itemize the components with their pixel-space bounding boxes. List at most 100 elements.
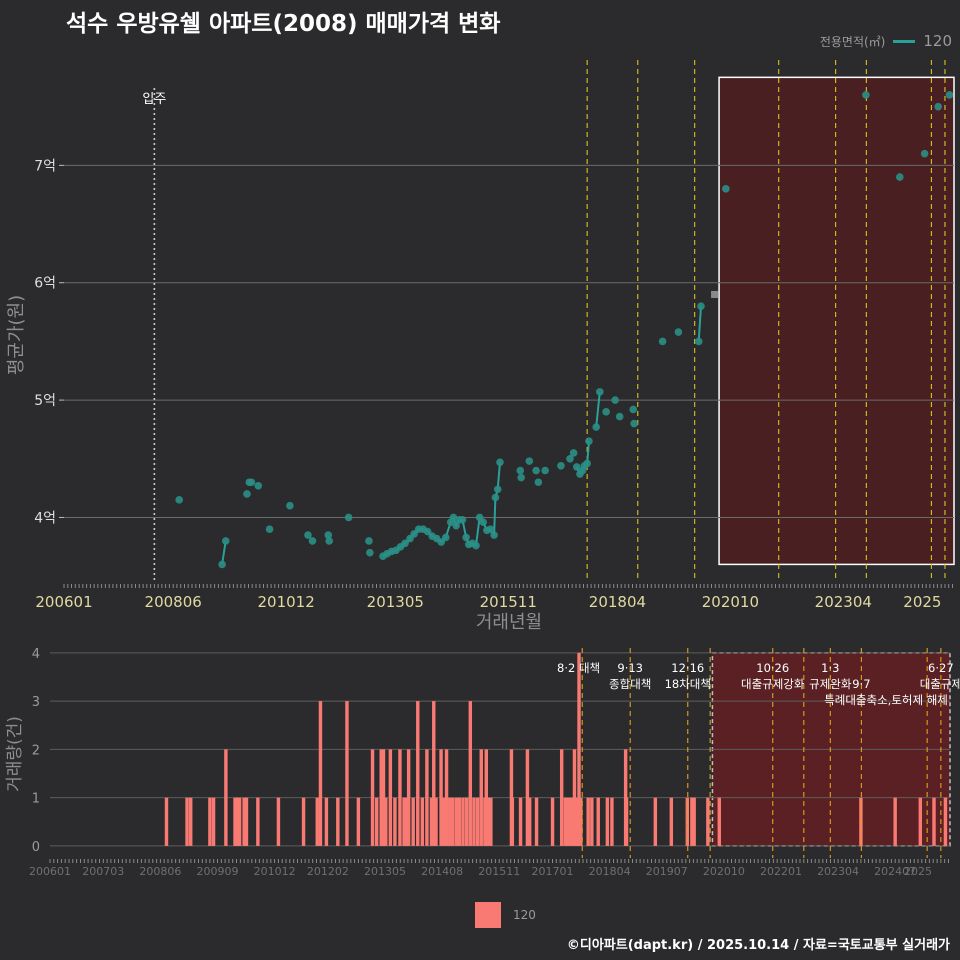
volume-bar xyxy=(518,797,523,846)
volume-bar xyxy=(484,749,489,846)
price-point-gray xyxy=(711,290,719,298)
price-point xyxy=(722,185,730,193)
volume-x-tick-label: 202407 xyxy=(874,865,916,878)
price-x-tick-label: 201012 xyxy=(257,593,314,611)
volume-x-tick-label: 201408 xyxy=(421,865,463,878)
price-point xyxy=(585,437,593,445)
policy-annotation: 18차대책 xyxy=(665,677,711,691)
volume-bar xyxy=(404,797,409,846)
volume-bar xyxy=(276,797,281,846)
price-point xyxy=(243,490,251,498)
volume-bar xyxy=(185,797,189,846)
volume-bar xyxy=(336,797,340,846)
price-point xyxy=(218,560,226,569)
volume-bar xyxy=(434,797,438,846)
volume-x-tick-label: 201701 xyxy=(532,865,574,878)
volume-bar xyxy=(525,749,530,846)
policy-annotation: 규제완화 xyxy=(809,677,852,691)
price-point xyxy=(534,478,543,487)
price-point xyxy=(532,466,540,475)
volume-bar xyxy=(586,797,590,846)
price-point xyxy=(437,538,446,546)
price-point xyxy=(441,533,450,542)
volume-bar xyxy=(572,749,577,846)
price-x-tick-label: 2025 xyxy=(903,593,941,611)
volume-bar xyxy=(472,797,476,846)
volume-bar xyxy=(242,797,246,846)
price-point xyxy=(611,396,619,404)
top-legend: 전용면적(㎡) 120 xyxy=(820,32,952,50)
legend-title: 전용면적(㎡) xyxy=(819,34,886,49)
volume-bar xyxy=(402,797,406,846)
volume-bar xyxy=(550,797,555,846)
price-point xyxy=(516,466,525,475)
bottom-legend: 120 xyxy=(475,902,536,928)
volume-bar xyxy=(420,797,425,846)
volume-bar xyxy=(388,749,393,846)
volume-x-tick-label: 200703 xyxy=(82,865,124,878)
legend-bar-label: 120 xyxy=(513,908,536,922)
volume-bar xyxy=(570,797,574,846)
price-point xyxy=(557,462,565,470)
price-point xyxy=(479,518,488,526)
price-x-axis-label: 거래년월 xyxy=(476,612,542,633)
price-point xyxy=(175,496,184,504)
price-y-axis-label: 평균가(원) xyxy=(6,295,27,375)
price-point xyxy=(490,531,498,539)
price-point xyxy=(592,423,600,431)
policy-annotation: 특례대출축소,토허제 해제 xyxy=(824,693,948,707)
volume-y-tick-label: 2 xyxy=(32,743,40,758)
price-point xyxy=(945,91,954,99)
policy-annotation: 대출규제 xyxy=(920,677,960,691)
legend-label: 120 xyxy=(923,32,952,50)
price-point xyxy=(254,481,263,490)
price-x-minor-ticks xyxy=(63,584,953,588)
volume-bar xyxy=(318,701,323,846)
volume-bar xyxy=(574,797,579,846)
volume-x-tick-label: 200806 xyxy=(139,865,181,878)
price-point xyxy=(596,388,604,396)
volume-y-tick-label: 0 xyxy=(32,840,40,855)
volume-bar xyxy=(370,749,375,846)
volume-bar xyxy=(692,797,696,846)
price-point xyxy=(517,473,525,482)
volume-bar xyxy=(384,797,388,846)
volume-bar xyxy=(534,797,539,846)
price-point xyxy=(401,539,409,548)
volume-bar xyxy=(224,749,228,846)
price-point xyxy=(658,337,667,346)
volume-bar xyxy=(301,797,306,846)
price-x-tick-label: 200601 xyxy=(35,593,92,611)
price-point xyxy=(304,531,312,539)
price-y-tick-label: 4억 xyxy=(34,510,56,526)
price-series-line xyxy=(595,391,601,428)
chart-title: 석수 우방유쉘 아파트(2008) 매매가격 변화 xyxy=(66,11,501,37)
price-point xyxy=(566,454,574,463)
volume-bar xyxy=(706,797,710,846)
price-point xyxy=(221,537,230,545)
volume-x-tick-label: 202304 xyxy=(817,865,859,878)
volume-bar xyxy=(432,701,436,846)
volume-bar xyxy=(256,797,260,846)
source-footer: ©디아파트(dapt.kr) / 2025.10.14 / 자료=국토교통부 실… xyxy=(566,938,950,953)
volume-bar xyxy=(653,797,658,846)
volume-x-tick-label: 201012 xyxy=(254,865,296,878)
volume-bar xyxy=(563,797,568,846)
volume-bar xyxy=(579,797,583,846)
volume-bar xyxy=(596,797,600,846)
volume-bar xyxy=(442,797,446,846)
volume-bar xyxy=(932,797,936,846)
volume-x-tick-label: 202201 xyxy=(760,865,802,878)
volume-bar xyxy=(398,749,402,846)
price-point xyxy=(491,493,500,502)
volume-bar xyxy=(444,749,449,846)
policy-annotation: 9·13 xyxy=(617,661,643,675)
volume-bar xyxy=(489,797,493,846)
legend-line-swatch xyxy=(893,39,916,43)
volume-bar xyxy=(393,797,397,846)
volume-x-tick-label: 201511 xyxy=(478,865,520,878)
volume-bar xyxy=(669,797,674,846)
price-point xyxy=(602,408,610,416)
price-y-tick-label: 7억 xyxy=(34,158,56,174)
